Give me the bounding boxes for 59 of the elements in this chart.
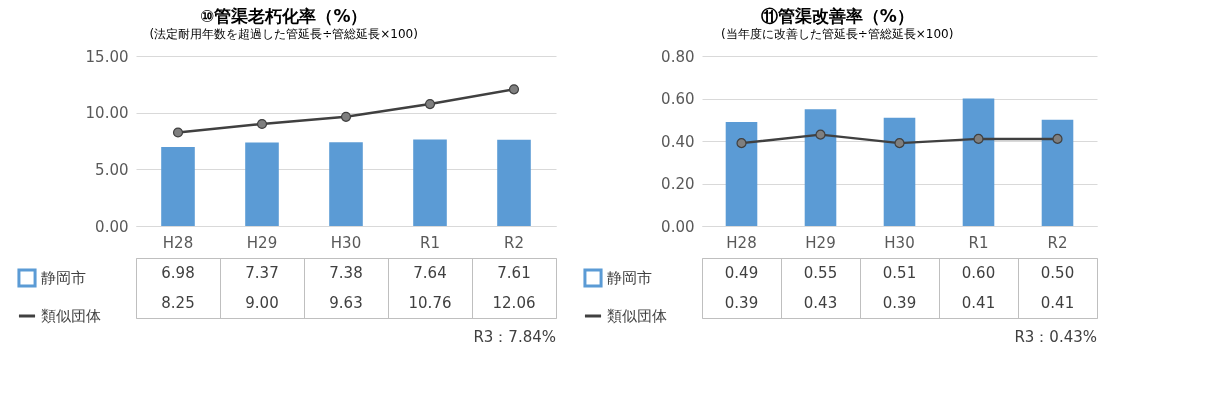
- y-tick-label: 10.00: [85, 104, 129, 123]
- text: R3：7.84%: [473, 328, 556, 346]
- point: [508, 84, 520, 95]
- legend-label: 類似団体: [41, 307, 101, 325]
- data-label: 0.43: [803, 294, 838, 312]
- data-label: 9.63: [329, 294, 363, 312]
- data-label: 0.41: [1040, 294, 1075, 312]
- text: R3：0.43%: [1014, 328, 1097, 346]
- x-tick-label: H29: [805, 233, 836, 252]
- data-label: 10.76: [408, 294, 452, 312]
- legend-label: 静岡市: [607, 269, 652, 287]
- data-label: 0.39: [724, 294, 759, 312]
- data-label: 0.39: [882, 294, 917, 312]
- y-tick-label: 0.40: [661, 132, 695, 151]
- legend-label: 類似団体: [607, 307, 667, 325]
- data-label: 0.55: [803, 264, 838, 282]
- y-tick-label: 15.00: [85, 47, 129, 66]
- y-tick-label: 5.00: [95, 160, 129, 179]
- x-tick-label: R2: [1047, 233, 1068, 252]
- point: [172, 127, 184, 138]
- data-label: 0.49: [724, 264, 759, 282]
- legend-label: 静岡市: [41, 269, 86, 287]
- y-tick-label: 0.00: [661, 217, 695, 236]
- x-tick-label: H30: [330, 233, 362, 252]
- data-label: 6.98: [161, 264, 195, 282]
- data-label: 12.06: [492, 294, 536, 312]
- data-label: 7.61: [497, 264, 531, 282]
- chart-subtitle: (法定耐用年数を超過した管延長÷管総延長×100): [149, 27, 418, 41]
- data-label: 9.00: [245, 294, 279, 312]
- data-label: 0.51: [882, 264, 917, 282]
- y-tick-label: 0.00: [95, 217, 129, 236]
- bar: [804, 109, 837, 226]
- data-label: 7.38: [329, 264, 363, 282]
- data-label: 0.60: [961, 264, 996, 282]
- data-label: 0.41: [961, 294, 996, 312]
- bar: [1041, 119, 1074, 226]
- bar: [962, 98, 995, 226]
- data-label: 0.50: [1040, 264, 1075, 282]
- y-tick-label: 0.60: [661, 90, 695, 108]
- data-label: 7.64: [413, 264, 447, 282]
- y-tick-label: 0.20: [661, 175, 695, 193]
- data-label: 8.25: [161, 294, 195, 312]
- point: [256, 118, 268, 130]
- point: [424, 98, 436, 110]
- x-tick-label: H29: [246, 233, 278, 252]
- chart-title: ⑩管渠老朽化率（%）: [200, 6, 368, 26]
- x-tick-label: R2: [504, 233, 524, 252]
- chart-subtitle: (当年度に改善した管延長÷管総延長×100): [721, 27, 954, 41]
- data-label: 7.37: [245, 264, 279, 282]
- bar: [725, 121, 758, 226]
- x-tick-label: R1: [968, 233, 989, 252]
- point: [340, 111, 352, 122]
- y-tick-label: 0.80: [661, 47, 695, 66]
- x-tick-label: H30: [884, 233, 915, 252]
- chart-title: ⑪管渠改善率（%）: [760, 6, 914, 26]
- x-tick-label: R1: [420, 233, 440, 252]
- x-tick-label: H28: [162, 233, 194, 252]
- bar: [883, 117, 916, 226]
- x-tick-label: H28: [726, 233, 757, 252]
